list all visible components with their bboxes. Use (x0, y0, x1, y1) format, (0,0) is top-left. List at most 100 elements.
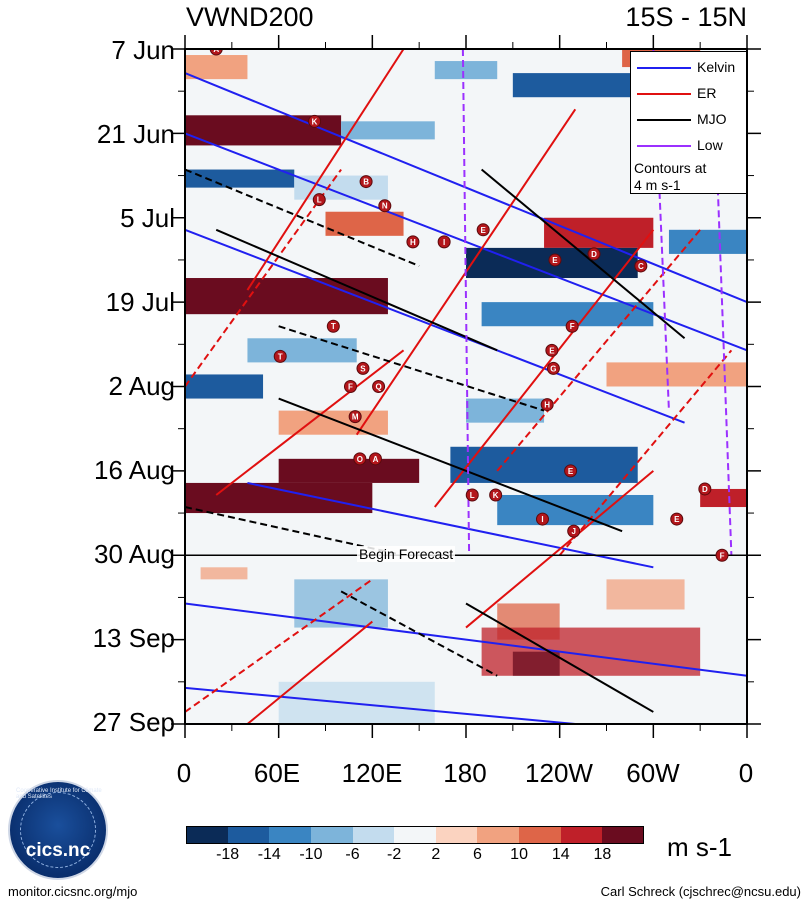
anomaly-band (325, 211, 404, 236)
colorbar-tick-label: -2 (387, 846, 402, 863)
plot-subtitle: 15S - 15N (625, 2, 747, 32)
storm-marker-label: F (720, 551, 725, 560)
footer-author: Carl Schreck (cjschrec@ncsu.edu) (600, 884, 801, 899)
anomaly-band (606, 579, 685, 610)
colorbar-segment (310, 826, 354, 844)
storm-marker-icon (587, 247, 601, 261)
anomaly-band (512, 651, 560, 676)
colorbar-segment (602, 826, 645, 844)
storm-marker-icon (437, 235, 451, 249)
y-tick-label: 30 Aug (94, 539, 175, 569)
logo-name: cics.nc (25, 840, 91, 861)
storm-marker-label: E (568, 467, 574, 476)
storm-marker-icon (372, 380, 386, 393)
storm-marker-label: E (549, 346, 555, 355)
anomaly-band (185, 482, 373, 514)
storm-marker-label: A (373, 455, 379, 464)
anomaly-band (341, 121, 435, 140)
series-line-kelvin (185, 228, 685, 424)
legend-item-kelvin: Kelvin (631, 58, 746, 78)
series-line-er (433, 229, 655, 508)
storm-marker-icon (540, 398, 554, 412)
legend-label: ER (697, 85, 717, 101)
legend-line-icon (637, 67, 691, 69)
colorbar-segment (186, 826, 229, 844)
storm-marker-icon (353, 452, 367, 466)
storm-marker-label: B (363, 178, 369, 187)
storm-marker-label: K (312, 117, 318, 126)
colorbar-tick-label: 2 (431, 846, 441, 863)
series-line-mjo-negative (185, 506, 404, 557)
x-tick-label: 180 (443, 758, 487, 788)
storm-marker-icon (308, 114, 322, 128)
storm-marker-icon (698, 482, 712, 496)
y-tick-label: 16 Aug (94, 455, 175, 485)
storm-marker-label: L (470, 491, 475, 500)
storm-marker-label: I (541, 515, 543, 524)
series-line-er-negative (185, 578, 373, 713)
series-line-mjo-negative (185, 168, 420, 267)
y-tick-label: 21 Jun (96, 119, 175, 149)
x-tick-label: 60W (626, 758, 680, 788)
series-line-er (246, 49, 405, 291)
series-line-mjo-negative (340, 590, 498, 677)
legend: Kelvin ER MJO Low Contours at 4 m s-1 (630, 51, 747, 194)
storm-marker-label: N (382, 202, 388, 211)
series-line-er-negative (558, 349, 733, 556)
storm-marker-icon (634, 259, 648, 273)
colorbar-segment (394, 826, 437, 844)
anomaly-band (434, 61, 498, 80)
series-line-mjo (278, 397, 623, 533)
storm-marker-icon (343, 380, 357, 393)
storm-marker-icon (359, 175, 373, 189)
colorbar-segment (352, 826, 395, 844)
storm-marker-icon (715, 548, 729, 562)
anomaly-band (700, 488, 747, 508)
series-line-er-negative (496, 229, 701, 472)
storm-marker-icon (209, 49, 223, 56)
legend-line-icon (637, 93, 691, 95)
y-tick-label: 2 Aug (108, 371, 175, 401)
colorbar-tick-label: -14 (257, 846, 281, 863)
series-line-mjo (480, 168, 686, 340)
colorbar-tick-label: 18 (593, 846, 612, 863)
colorbar-tick-label: 10 (510, 846, 528, 863)
storm-marker-icon (356, 361, 370, 375)
storm-marker-icon (348, 410, 362, 424)
anomaly-band (606, 362, 747, 387)
legend-line-icon (637, 145, 691, 147)
legend-label: MJO (697, 111, 727, 127)
footer-source-link[interactable]: monitor.cicsnc.org/mjo (8, 884, 138, 899)
legend-item-mjo: MJO (631, 110, 746, 130)
storm-marker-icon (670, 512, 684, 526)
x-tick-label: 120E (341, 758, 403, 788)
colorbar-segment (227, 826, 270, 844)
colorbar-tick-label: -10 (299, 846, 323, 863)
storm-marker-icon (564, 464, 578, 478)
storm-marker-label: I (443, 238, 445, 247)
anomaly-band (247, 338, 357, 363)
x-tick-label: 120W (525, 758, 593, 788)
storm-marker-icon (476, 223, 490, 237)
y-tick-label: 19 Jul (105, 287, 175, 317)
storm-marker-label: D (591, 250, 597, 259)
storm-marker-icon (548, 253, 562, 267)
y-tick-label: 27 Sep (92, 707, 175, 737)
colorbar-segment (519, 826, 562, 844)
colorbar-segment (269, 826, 312, 844)
storm-marker-label: O (357, 455, 363, 464)
anomaly-band (278, 458, 420, 483)
series-line-low (714, 133, 733, 556)
storm-marker-label: F (570, 322, 575, 331)
anomaly-band (185, 169, 295, 188)
storm-marker-label: S (360, 364, 366, 373)
logo-arc-text: Cooperative Institute for Climate and Sa… (16, 788, 102, 800)
storm-marker-icon (535, 512, 549, 526)
legend-item-low: Low (631, 136, 746, 156)
series-line-low (461, 49, 471, 556)
x-tick-label: 0 (738, 758, 754, 788)
legend-line-icon (637, 119, 691, 121)
series-line-er-negative (185, 168, 342, 388)
storm-marker-icon (368, 452, 382, 466)
storm-marker-label: E (552, 256, 558, 265)
